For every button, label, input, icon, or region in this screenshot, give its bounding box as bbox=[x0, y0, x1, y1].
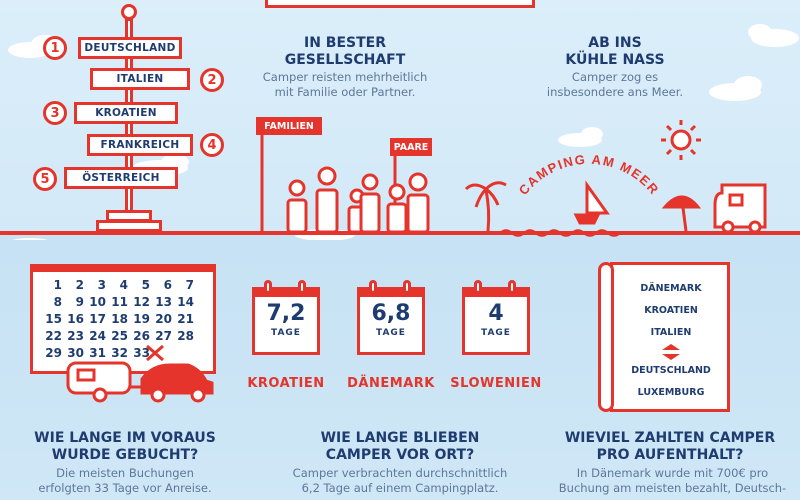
calendar bbox=[30, 264, 216, 374]
calendar-day: 9 bbox=[75, 295, 84, 309]
stay-country: DÄNEMARK bbox=[347, 376, 435, 391]
stay-title: WIE LANGE BLIEBEN CAMPER VOR ORT? bbox=[320, 430, 480, 463]
stay-country: SLOWENIEN bbox=[450, 376, 542, 391]
stay-unit: TAGE bbox=[481, 328, 511, 338]
beach-umbrella-icon bbox=[661, 195, 702, 232]
sea-title: AB INS KÜHLE NASS bbox=[565, 35, 665, 68]
sun-icon bbox=[661, 120, 701, 160]
price-ranking-bottom: DEUTSCHLAND LUXEMBURG bbox=[615, 360, 727, 404]
calendar-ring bbox=[298, 280, 306, 294]
calendar-ring bbox=[474, 280, 482, 294]
calendar-day: 15 bbox=[45, 312, 62, 326]
advance-title: WIE LANGE IM VORAUS WURDE GEBUCHT? bbox=[34, 430, 216, 463]
people-illustration bbox=[260, 125, 430, 234]
price-rank-item: DÄNEMARK bbox=[640, 283, 702, 294]
calendar-day: 30 bbox=[67, 346, 84, 360]
company-text: Camper reisten mehrheitlich mit Familie … bbox=[262, 70, 428, 99]
price-ranking-top: DÄNEMARK KROATIEN ITALIEN bbox=[615, 278, 727, 344]
calendar-day: 23 bbox=[67, 329, 84, 343]
calendar-day: 4 bbox=[119, 278, 128, 292]
sailboat-icon bbox=[573, 180, 610, 225]
calendar-day: 12 bbox=[133, 295, 150, 309]
sign-5: ÖSTERREICH bbox=[64, 167, 178, 189]
calendar-day: 27 bbox=[155, 329, 172, 343]
camper-icon bbox=[713, 183, 767, 234]
sign-3: KROATIEN bbox=[74, 102, 178, 124]
sign-4: FRANKREICH bbox=[87, 134, 193, 156]
calendar-day: 25 bbox=[111, 329, 128, 343]
price-rank-item: KROATIEN bbox=[644, 305, 698, 316]
signpost-top bbox=[121, 4, 137, 20]
calendar-day: 24 bbox=[89, 329, 106, 343]
calendar-day: 11 bbox=[111, 295, 128, 309]
stay-calendar: 6,8 TAGE bbox=[357, 287, 425, 355]
calendar-day: 20 bbox=[155, 312, 172, 326]
calendar-day: 14 bbox=[177, 295, 194, 309]
calendar-day: 33 bbox=[133, 346, 150, 360]
calendar-day: 18 bbox=[111, 312, 128, 326]
families-sign: FAMILIEN bbox=[256, 117, 322, 135]
price-title: WIEVIEL ZAHLTEN CAMPER PRO AUFENTHALT? bbox=[564, 430, 776, 463]
calendar-day: 28 bbox=[177, 329, 194, 343]
calendar-ring bbox=[264, 280, 272, 294]
stay-value: 7,2 bbox=[266, 301, 306, 326]
stay-calendar: 7,2 TAGE bbox=[252, 287, 320, 355]
couples-sign: PAARE bbox=[390, 138, 432, 156]
advance-text: Die meisten Buchungen erfolgten 33 Tage … bbox=[38, 466, 212, 495]
calendar-day: 13 bbox=[155, 295, 172, 309]
stay-unit: TAGE bbox=[271, 328, 301, 338]
price-scroll bbox=[610, 262, 730, 412]
calendar-day: 8 bbox=[53, 295, 62, 309]
stay-text: Camper verbrachten durchschnittlich 6,2 … bbox=[292, 466, 508, 495]
sign-2: ITALIEN bbox=[90, 68, 190, 90]
calendar-day: 17 bbox=[89, 312, 106, 326]
waves bbox=[499, 229, 621, 237]
signpost-foot bbox=[96, 220, 162, 232]
stay-unit: TAGE bbox=[376, 328, 406, 338]
calendar-day: 22 bbox=[45, 329, 62, 343]
rank-2-badge: 2 bbox=[200, 68, 224, 92]
calendar-day: 2 bbox=[75, 278, 84, 292]
rank-4-badge: 4 bbox=[200, 133, 224, 157]
sign-1: DEUTSCHLAND bbox=[78, 37, 182, 59]
top-banner bbox=[265, 0, 535, 8]
calendar-day: 10 bbox=[89, 295, 106, 309]
calendar-day: 6 bbox=[163, 278, 172, 292]
crossed-date-mark bbox=[146, 344, 164, 362]
calendar-ring bbox=[369, 280, 377, 294]
calendar-day: 21 bbox=[177, 312, 194, 326]
beach-scene: CAMPING AM MEER bbox=[464, 120, 767, 237]
palm-tree-icon bbox=[464, 181, 507, 232]
calendar-day: 1 bbox=[53, 278, 62, 292]
calendar-day: 32 bbox=[111, 346, 128, 360]
car-caravan-icon bbox=[66, 361, 214, 403]
calendar-day: 16 bbox=[67, 312, 84, 326]
company-title: IN BESTER GESELLSCHAFT bbox=[284, 35, 406, 68]
rank-5-badge: 5 bbox=[33, 167, 57, 191]
price-rank-item: LUXEMBURG bbox=[637, 387, 705, 398]
rank-3-badge: 3 bbox=[43, 101, 67, 125]
calendar-day: 7 bbox=[185, 278, 194, 292]
calendar-day: 5 bbox=[141, 278, 150, 292]
calendar-day: 19 bbox=[133, 312, 150, 326]
calendar-ring bbox=[508, 280, 516, 294]
calendar-day: 29 bbox=[45, 346, 62, 360]
calendar-day: 3 bbox=[97, 278, 106, 292]
stay-value: 6,8 bbox=[371, 301, 411, 326]
sea-text: Camper zog es insbesondere ans Meer. bbox=[546, 70, 684, 99]
price-rank-item: DEUTSCHLAND bbox=[631, 365, 711, 376]
rank-1-badge: 1 bbox=[43, 36, 67, 60]
stay-calendar: 4 TAGE bbox=[462, 287, 530, 355]
price-scroll-roll bbox=[598, 262, 614, 412]
price-rank-item: ITALIEN bbox=[650, 327, 692, 338]
up-down-arrows-icon bbox=[662, 344, 680, 360]
calendar-day: 26 bbox=[133, 329, 150, 343]
price-text: In Dänemark wurde mit 700€ pro Buchung a… bbox=[558, 466, 787, 495]
stay-value: 4 bbox=[488, 301, 504, 326]
stay-country: KROATIEN bbox=[247, 376, 325, 391]
calendar-ring bbox=[403, 280, 411, 294]
calendar-day: 31 bbox=[89, 346, 106, 360]
